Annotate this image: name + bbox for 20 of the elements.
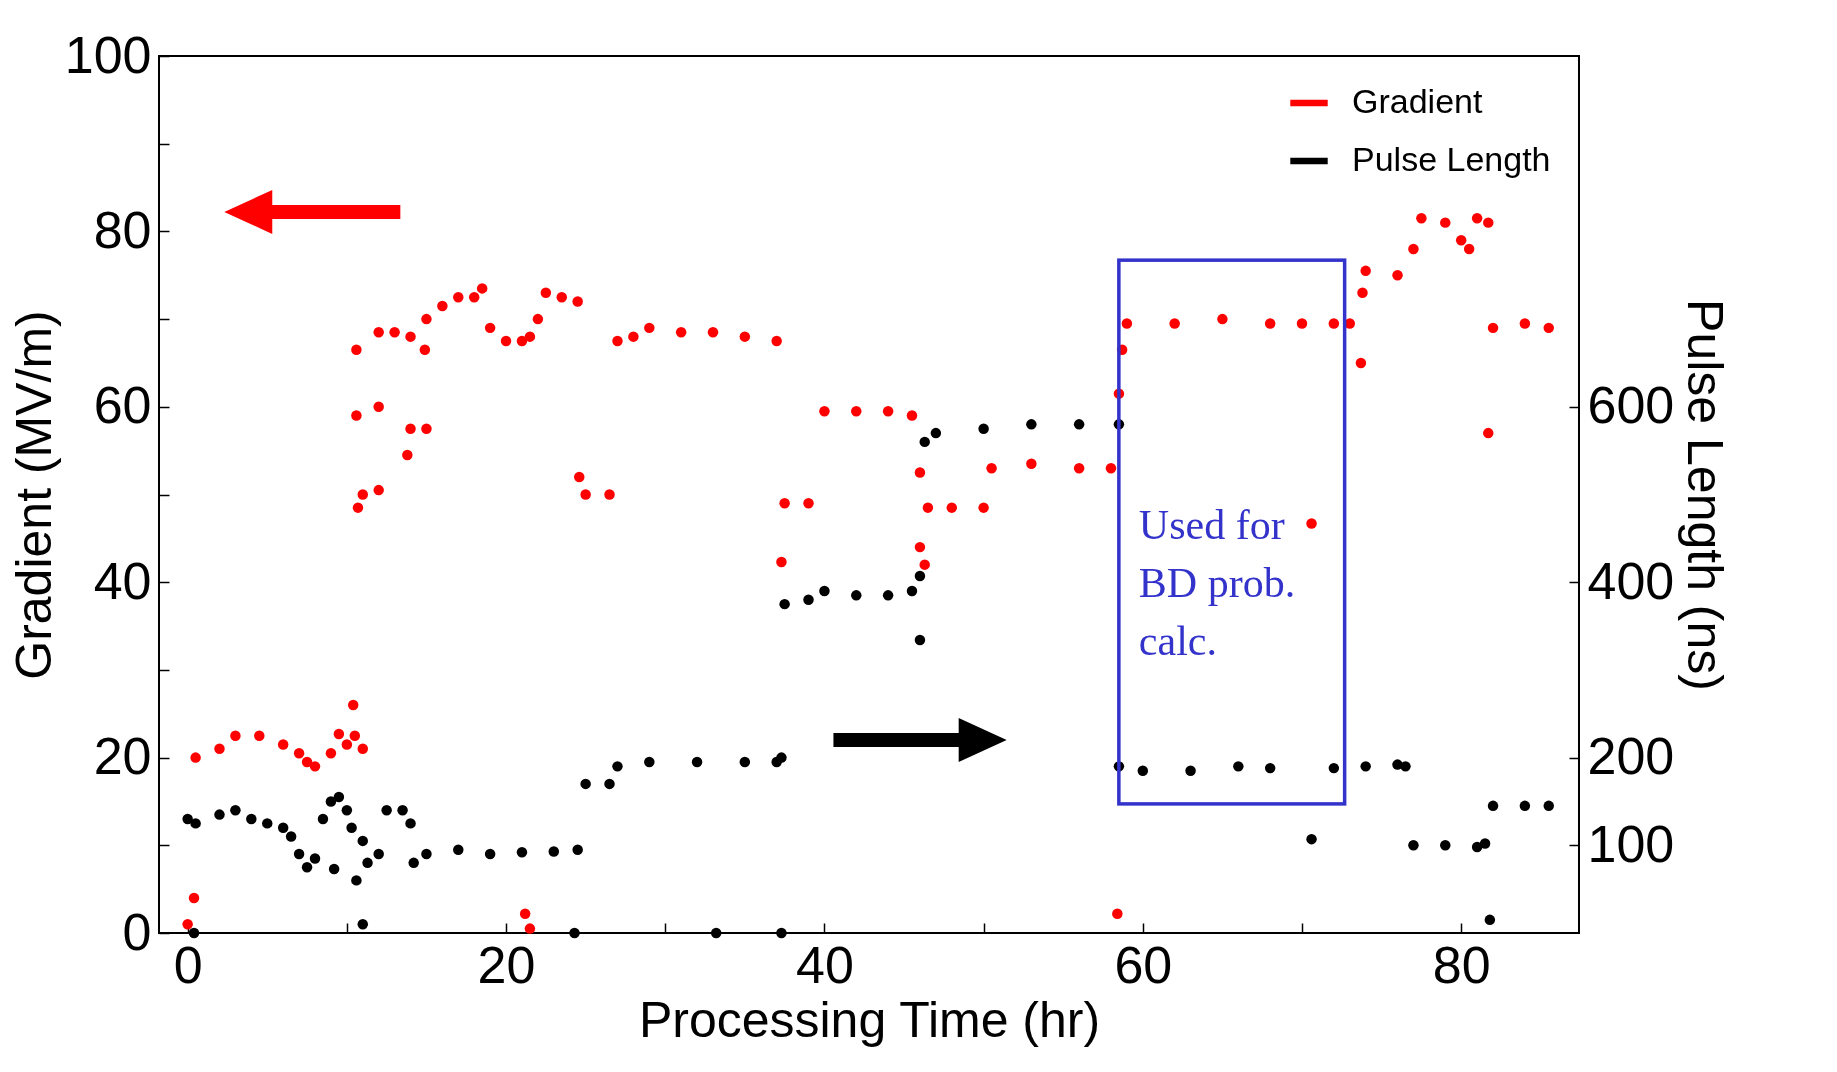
- legend-label: Pulse Length: [1352, 140, 1551, 178]
- x-tick-label: 20: [477, 935, 536, 994]
- y2-axis-title: Pulse Length (ns): [1677, 299, 1734, 691]
- x-tick-label: 60: [1114, 935, 1173, 994]
- y2-tick-label: 100: [1587, 814, 1675, 873]
- y2-tick-label: 400: [1587, 551, 1675, 610]
- y-axis-title: Gradient (MV/m): [5, 310, 62, 680]
- y2-tick-label: 600: [1587, 376, 1675, 435]
- x-tick-label: 0: [173, 935, 203, 994]
- annotation: Used for BD prob. calc.: [1138, 502, 1296, 665]
- x-tick-label: 80: [1432, 935, 1491, 994]
- y-tick-label: 40: [93, 551, 152, 610]
- x-axis-title: Processing Time (hr): [638, 991, 1101, 1048]
- x-tick-label: 40: [796, 935, 854, 994]
- y-tick-label: 60: [93, 376, 152, 435]
- y-tick-label: 20: [93, 727, 152, 786]
- y-tick-label: 80: [93, 200, 152, 259]
- y2-tick-label: 200: [1587, 727, 1675, 786]
- legend-label: Gradient: [1352, 82, 1483, 120]
- y-tick-label: 100: [64, 25, 152, 84]
